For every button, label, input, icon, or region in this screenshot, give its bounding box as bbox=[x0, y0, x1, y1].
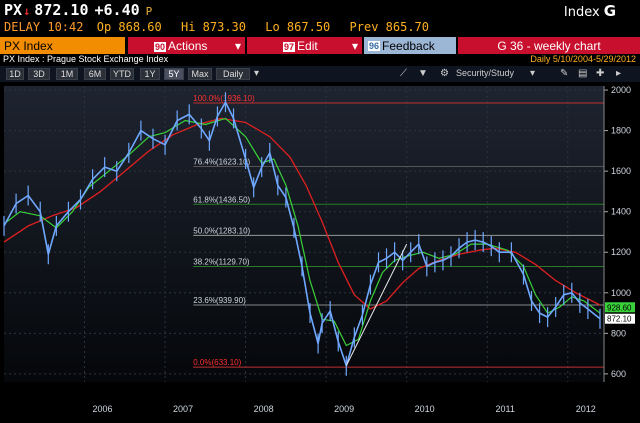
fib-level-label: 100.0%(1936.10) bbox=[193, 94, 255, 103]
security-study-button[interactable]: Security/Study bbox=[456, 68, 515, 78]
feedback-number: 96 bbox=[368, 40, 381, 51]
delay-time: DELAY 10:42 bbox=[4, 20, 84, 34]
period-1y[interactable]: 1Y bbox=[140, 68, 160, 80]
x-tick-label: 2012 bbox=[576, 404, 596, 414]
period-3d[interactable]: 3D bbox=[28, 68, 50, 80]
edit-menu-label: 97 Edit bbox=[283, 39, 318, 53]
y-tick-label: 1000 bbox=[611, 288, 631, 298]
open-price: Op 868.60 bbox=[96, 20, 162, 34]
long-moving-average-line bbox=[3, 117, 601, 310]
net-change: +6.40 bbox=[94, 1, 140, 19]
settings-icon[interactable]: ▼ bbox=[418, 68, 428, 79]
high-price: Hi 873.30 bbox=[180, 20, 247, 34]
crosshair-icon[interactable]: ✚ bbox=[596, 68, 605, 79]
prev-price: Prev 865.70 bbox=[349, 20, 429, 34]
actions-text: Actions bbox=[168, 38, 208, 53]
page-title: G 36 - weekly chart bbox=[458, 37, 640, 54]
price-line bbox=[3, 101, 601, 367]
chevron-down-icon: ▾ bbox=[234, 38, 241, 53]
y-tick-label: 1200 bbox=[611, 247, 631, 257]
period-1d[interactable]: 1D bbox=[6, 68, 24, 80]
x-tick-label: 2006 bbox=[93, 404, 113, 414]
x-tick-label: 2007 bbox=[173, 404, 193, 414]
more-icon[interactable]: ▸ bbox=[616, 68, 622, 79]
fib-level-label: 61.8%(1436.50) bbox=[193, 195, 250, 204]
feedback-button[interactable]: 96 Feedback bbox=[364, 37, 456, 54]
feedback-text: Feedback bbox=[382, 38, 435, 53]
frequency-select[interactable]: Daily bbox=[216, 68, 250, 80]
last-value-label: 928.60 bbox=[607, 303, 632, 312]
period-5y[interactable]: 5Y bbox=[164, 68, 184, 80]
fib-level-label: 0.0%(633.10) bbox=[193, 358, 241, 367]
fib-level-label: 38.2%(1129.70) bbox=[193, 257, 250, 266]
line-chart-icon[interactable]: ⟋ bbox=[400, 68, 407, 79]
y-tick-label: 800 bbox=[611, 328, 626, 338]
fib-level-label: 23.6%(939.90) bbox=[193, 296, 246, 305]
chart-area[interactable]: 100.0%(1936.10) 76.4%(1623.10) 61.8%(1436.… bbox=[0, 82, 640, 419]
last-value-badge bbox=[605, 313, 635, 324]
chevron-down-icon: ▾ bbox=[351, 38, 358, 53]
quote-details: DELAY 10:42 Op 868.60 Hi 873.30 Lo 867.5… bbox=[4, 20, 441, 34]
plot-background bbox=[4, 86, 604, 382]
last-value-badge bbox=[605, 302, 635, 313]
period-6m[interactable]: 6M bbox=[84, 68, 106, 80]
security-field[interactable]: PX Index bbox=[0, 37, 125, 54]
actions-menu[interactable]: 90 Actions ▾ bbox=[128, 37, 245, 54]
x-tick-label: 2011 bbox=[496, 404, 515, 414]
actions-menu-label: 90 Actions bbox=[154, 39, 207, 53]
fib-level-label: 50.0%(1283.10) bbox=[193, 226, 250, 235]
ticker[interactable]: PX bbox=[4, 1, 23, 19]
y-tick-label: 1800 bbox=[611, 126, 631, 136]
index-key-letter[interactable]: G bbox=[603, 2, 616, 20]
y-tick-label: 600 bbox=[611, 369, 626, 379]
edit-menu[interactable]: 97 Edit ▾ bbox=[247, 37, 362, 54]
chevron-down-icon[interactable]: ▾ bbox=[254, 68, 260, 79]
period-max[interactable]: Max bbox=[188, 68, 212, 80]
down-arrow-icon: ↓ bbox=[23, 4, 31, 18]
index-label: Index bbox=[563, 5, 600, 20]
chevron-down-icon[interactable]: ▾ bbox=[530, 68, 536, 79]
x-tick-label: 2010 bbox=[415, 404, 435, 414]
chart-subheader: PX Index : Prague Stock Exchange Index D… bbox=[0, 54, 640, 66]
actions-number: 90 bbox=[154, 41, 167, 52]
edit-number: 97 bbox=[283, 41, 296, 52]
price-chart[interactable]: 100.0%(1936.10) 76.4%(1623.10) 61.8%(1436.… bbox=[0, 82, 640, 419]
period-1m[interactable]: 1M bbox=[56, 68, 78, 80]
x-tick-label: 2008 bbox=[254, 404, 274, 414]
menu-icon[interactable]: ▤ bbox=[578, 68, 588, 79]
chart-toolbar: 1D 3D 1M 6M YTD 1Y 5Y Max Daily ▾ ⟋ ▼ ⚙ … bbox=[0, 66, 640, 82]
date-range: Daily 5/10/2004-5/29/2012 bbox=[530, 54, 636, 64]
quote-header: PX↓ 872.10 +6.40 P Index G DELAY 10:42 Op 86… bbox=[0, 0, 640, 36]
low-price: Lo 867.50 bbox=[265, 20, 331, 34]
last-value-label: 872.10 bbox=[607, 315, 632, 324]
last-price: 872.10 bbox=[34, 1, 89, 19]
price-flag: P bbox=[145, 5, 153, 18]
y-tick-label: 2000 bbox=[611, 85, 631, 95]
x-tick-label: 2009 bbox=[334, 404, 354, 414]
security-name: PX Index : Prague Stock Exchange Index bbox=[3, 54, 169, 64]
trendline bbox=[345, 243, 408, 367]
pencil-icon[interactable]: ✎ bbox=[560, 68, 569, 79]
fib-level-label: 76.4%(1623.10) bbox=[193, 157, 250, 166]
quote-line: PX↓ 872.10 +6.40 P bbox=[4, 1, 152, 19]
y-tick-label: 1400 bbox=[611, 207, 631, 217]
edit-text: Edit bbox=[297, 38, 318, 53]
period-ytd[interactable]: YTD bbox=[110, 68, 134, 80]
index-key: Index G bbox=[564, 2, 616, 20]
y-tick-label: 1600 bbox=[611, 166, 631, 176]
study-icon[interactable]: ⚙ bbox=[440, 68, 449, 79]
